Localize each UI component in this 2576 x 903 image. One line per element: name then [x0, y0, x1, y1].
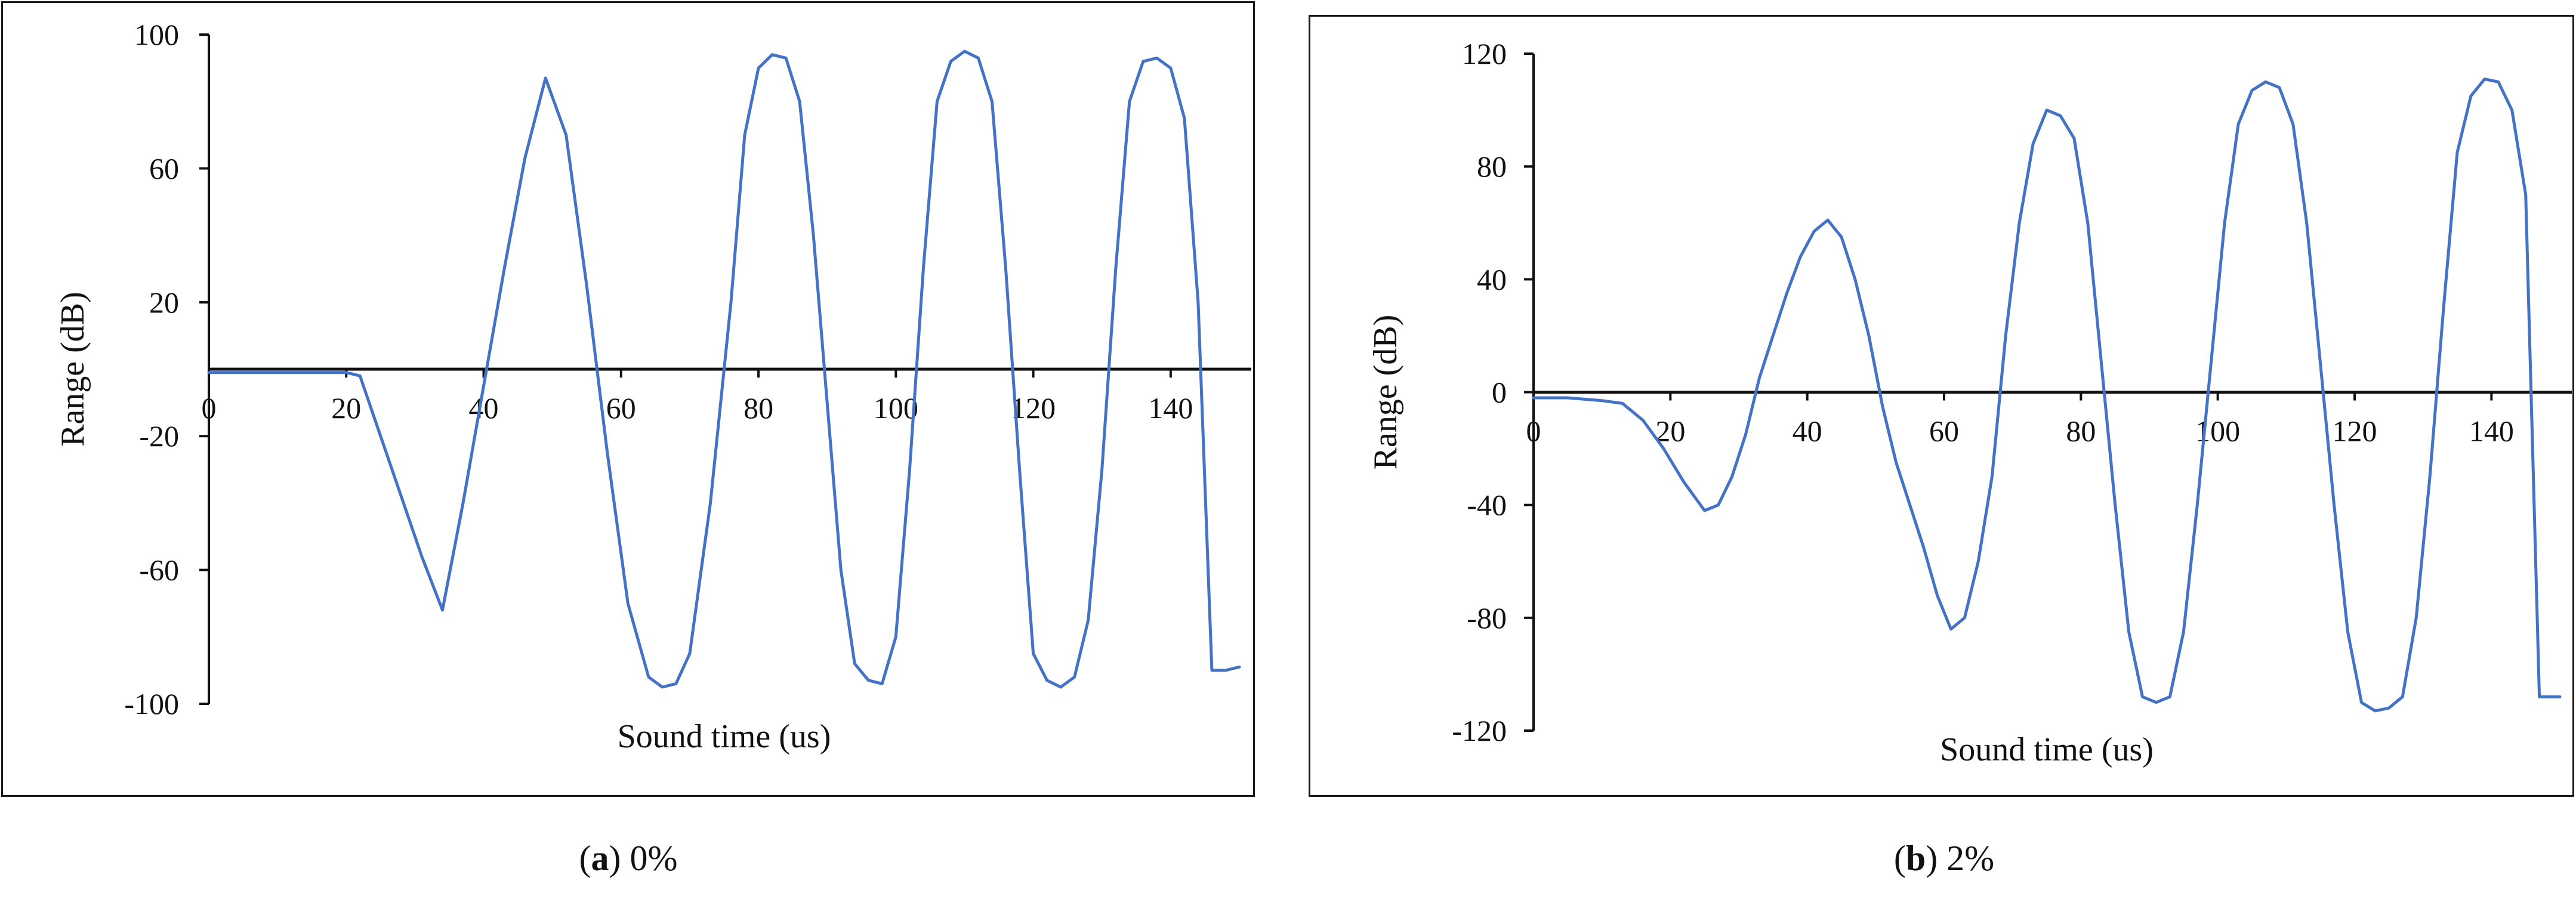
chart-b-ytick-label-0: -120 — [1452, 714, 1507, 747]
chart-b-ytick-label-4: 40 — [1477, 262, 1507, 296]
chart-a-ytick-label-0: -100 — [124, 687, 179, 720]
chart-b-xtick-label-6: 120 — [2333, 415, 2377, 448]
chart-a-xtick-label-1: 20 — [331, 391, 361, 425]
chart-a-x-axis-title: Sound time (us) — [618, 718, 831, 755]
chart-a-y-axis-title: Range (dB) — [54, 292, 91, 447]
chart-a-caption: (a) 0% — [579, 839, 678, 878]
chart-b-ytick-label-2: -40 — [1467, 488, 1507, 522]
chart-b-y-axis-title: Range (dB) — [1367, 315, 1404, 470]
chart-b-caption: (b) 2% — [1893, 839, 1995, 878]
chart-b-caption-letter: b — [1905, 839, 1926, 878]
chart-a-ytick-label-4: 60 — [149, 151, 179, 185]
chart-a-xtick-label-4: 80 — [744, 391, 773, 425]
chart-a-ytick-label-2: -20 — [139, 419, 179, 453]
chart-a-ytick-label-3: 20 — [149, 286, 179, 319]
chart-b-ytick-label-3: 0 — [1492, 376, 1507, 409]
chart-b-xtick-label-0: 0 — [1526, 415, 1541, 448]
chart-a-xtick-label-0: 0 — [202, 391, 217, 425]
chart-b-xtick-label-7: 140 — [2469, 415, 2514, 448]
chart-b-ytick-label-6: 120 — [1462, 37, 1507, 70]
chart-b-ytick-label-1: -80 — [1467, 601, 1507, 635]
chart-b-caption-text: 2% — [1946, 839, 1995, 878]
chart-b-xtick-label-2: 40 — [1793, 415, 1822, 448]
chart-a-xtick-label-7: 140 — [1148, 391, 1193, 425]
chart-a-xtick-label-3: 60 — [606, 391, 636, 425]
chart-panel-b — [1309, 15, 2574, 797]
chart-a-caption-letter: a — [591, 839, 609, 878]
chart-b-series-line-0 — [1532, 78, 2562, 713]
chart-a-xtick-label-6: 120 — [1011, 391, 1056, 425]
chart-panel-a — [1, 1, 1255, 797]
chart-a-xtick-label-5: 100 — [874, 391, 918, 425]
chart-b-x-axis-title: Sound time (us) — [1940, 731, 2154, 768]
chart-a-ytick-label-1: -60 — [139, 553, 179, 587]
chart-a-ytick-label-5: 100 — [134, 18, 179, 51]
chart-a-xtick-label-2: 40 — [469, 391, 499, 425]
chart-b-xtick-label-4: 80 — [2066, 415, 2096, 448]
chart-b-ytick-label-5: 80 — [1477, 150, 1507, 183]
chart-a-series-line-0 — [207, 50, 1241, 689]
chart-a-caption-text: 0% — [630, 839, 678, 878]
chart-b-xtick-label-3: 60 — [1929, 415, 1959, 448]
